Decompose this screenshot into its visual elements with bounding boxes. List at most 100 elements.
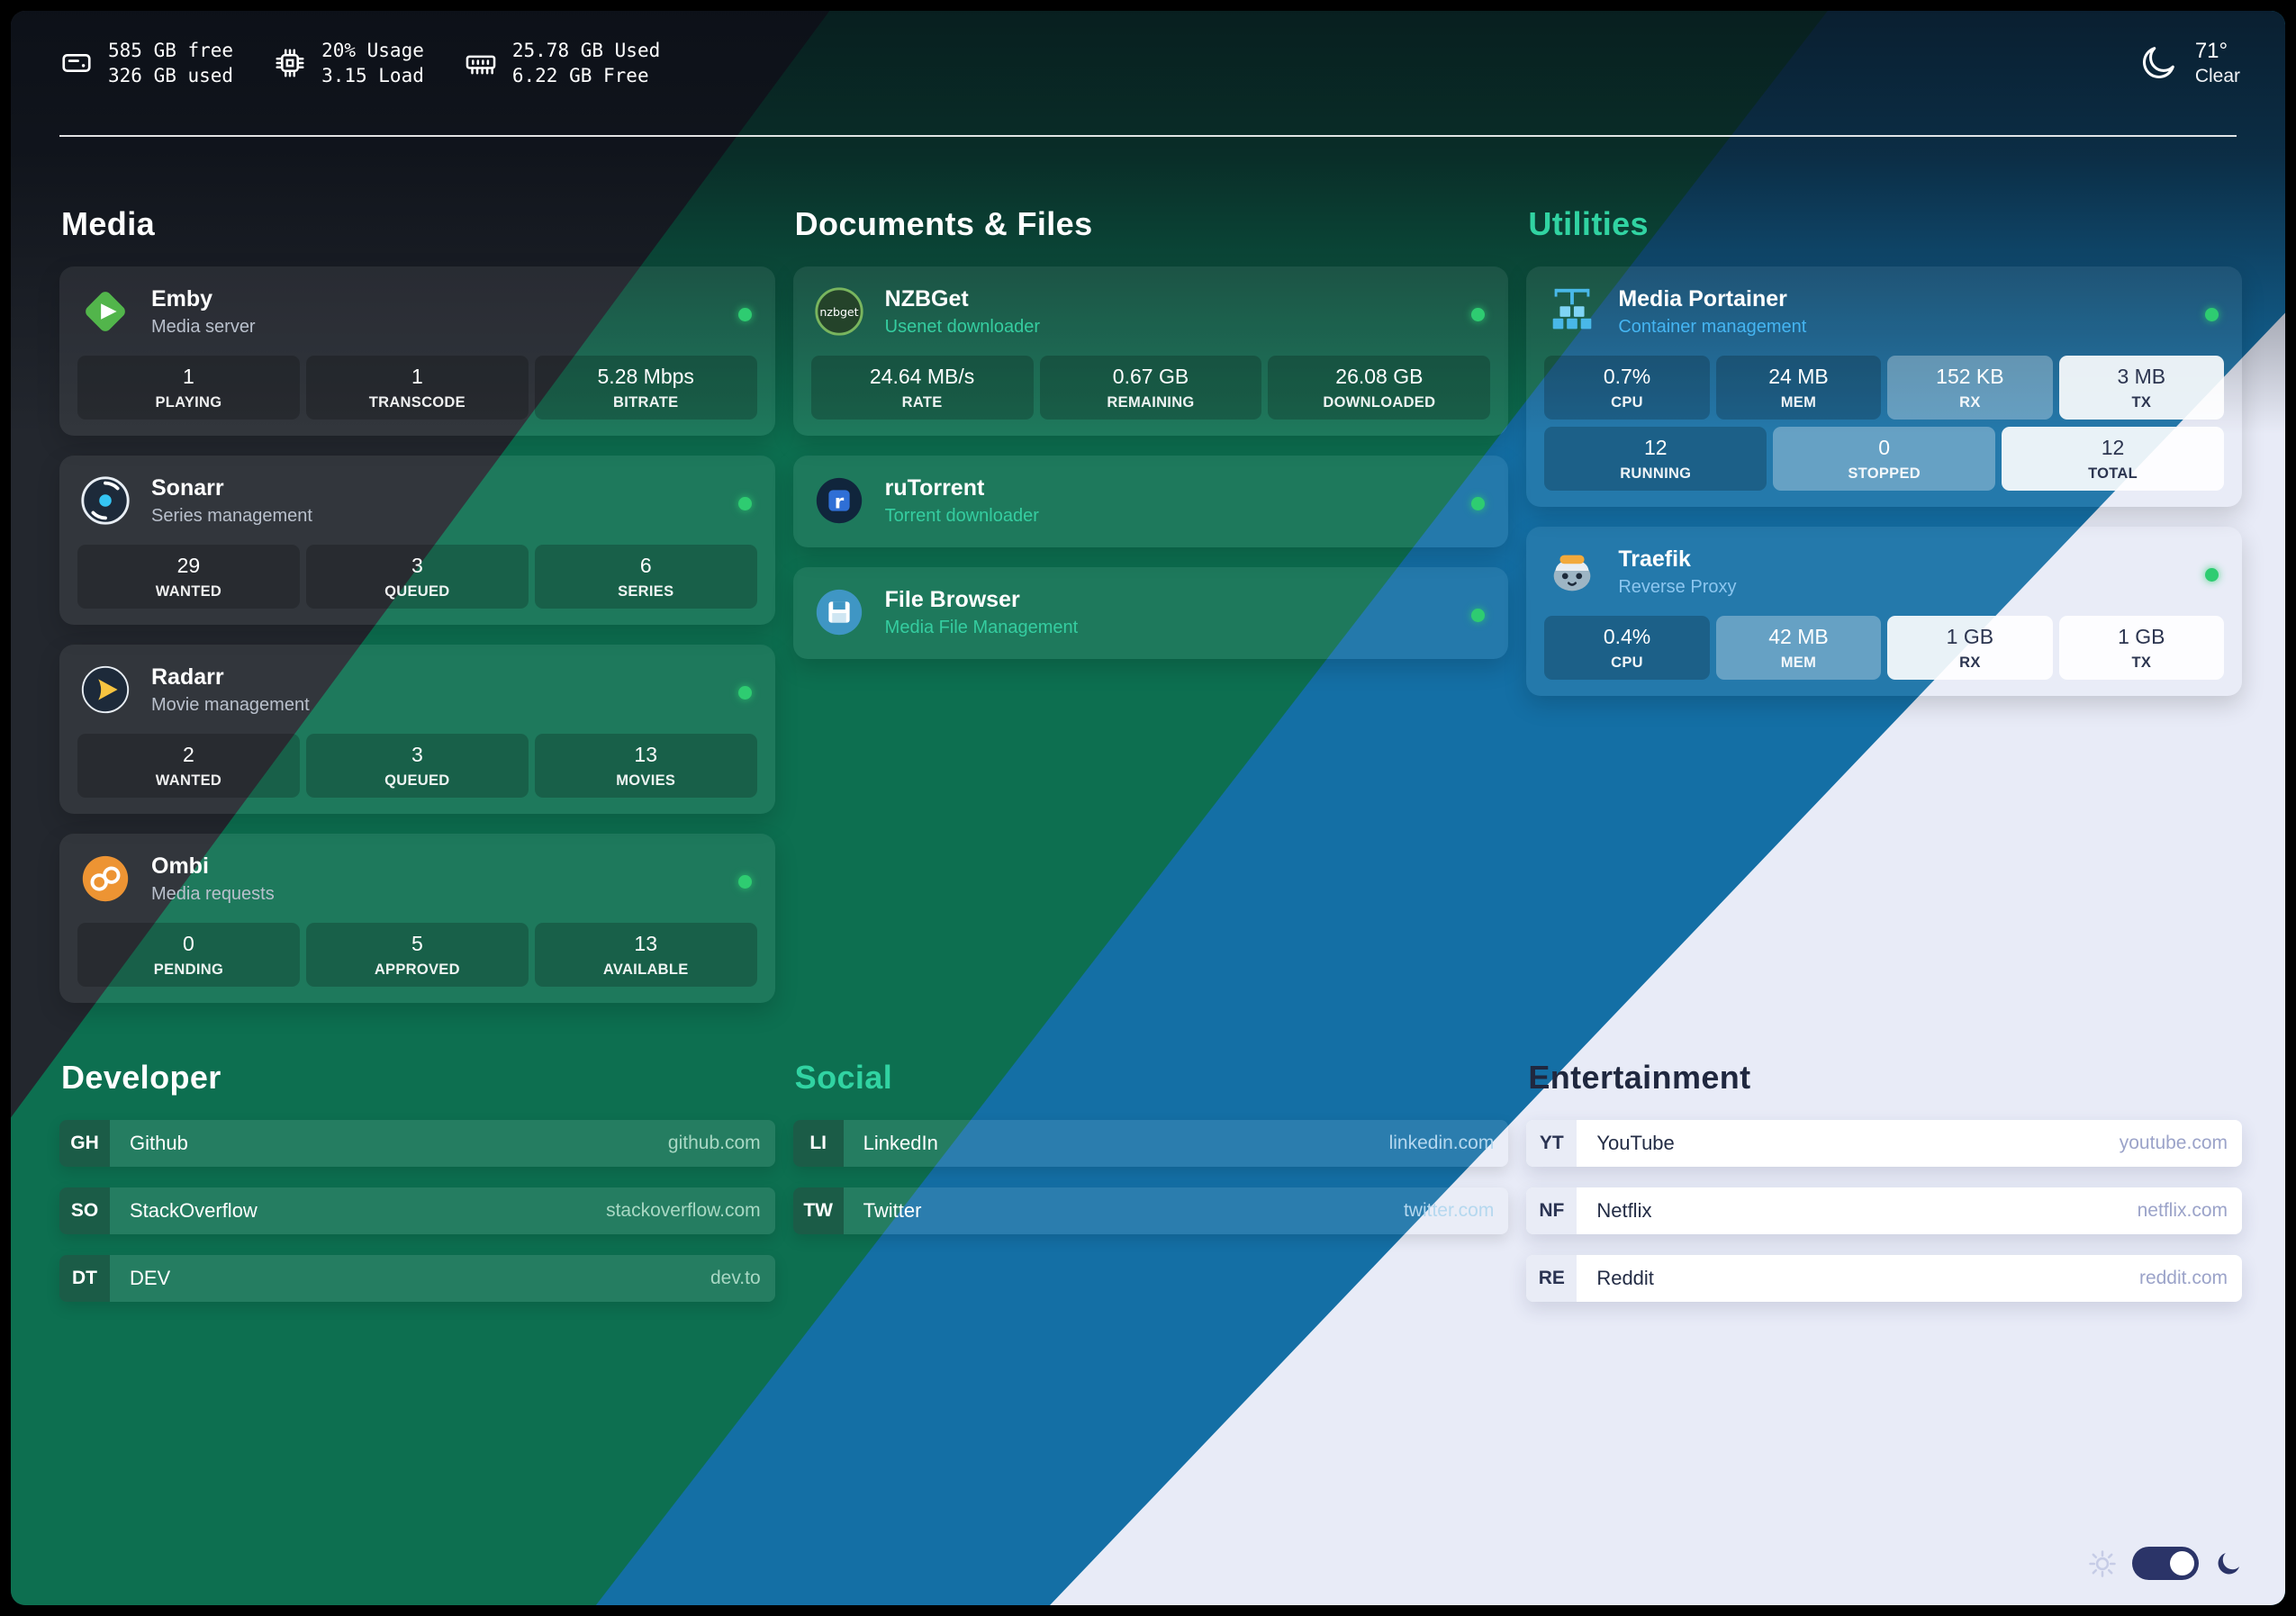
app-name: Media Portainer xyxy=(1618,285,1787,311)
stat-running: 12 RUNNING xyxy=(1544,427,1767,491)
app-name: File Browser xyxy=(884,586,1020,612)
app-subtitle: Container management xyxy=(1618,316,1807,337)
stat-available: 13 AVAILABLE xyxy=(534,923,757,987)
app-subtitle: Torrent downloader xyxy=(884,505,1039,526)
app-name: ruTorrent xyxy=(884,474,985,501)
moon-icon xyxy=(2213,1548,2244,1579)
stat-playing: 1 PLAYING xyxy=(77,356,300,420)
bookmark-github[interactable]: GH Github github.com xyxy=(59,1120,775,1167)
svg-text:r: r xyxy=(834,492,844,514)
disk-used-text: 326 GB used xyxy=(108,65,234,86)
app-subtitle: Media File Management xyxy=(884,617,1079,637)
stat-series: 6 SERIES xyxy=(534,545,757,609)
app-card-emby[interactable]: Emby Media server 1 PLAYING 1 TRANSCODE xyxy=(59,266,775,436)
bookmark-linkedin[interactable]: LI LinkedIn linkedin.com xyxy=(792,1120,1509,1167)
section-developer: Developer GH Github github.com SO StackO… xyxy=(59,1059,775,1323)
stat-downloaded: 26.08 GB DOWNLOADED xyxy=(1268,356,1491,420)
status-dot xyxy=(737,686,752,700)
status-dot xyxy=(2205,308,2219,321)
rutorrent-icon: r xyxy=(811,473,867,528)
app-card-traefik[interactable]: Traefik Reverse Proxy 0.4% CPU 42 MB MEM xyxy=(1526,527,2242,696)
filebrowser-icon xyxy=(811,584,867,640)
status-dot xyxy=(737,497,752,510)
stat-rx: 152 KB RX xyxy=(1887,356,2053,420)
emby-icon xyxy=(77,284,133,339)
app-card-radarr[interactable]: Radarr Movie management 2 WANTED 3 QUEUE… xyxy=(59,645,775,814)
bookmark-url: twitter.com xyxy=(1403,1200,1495,1221)
stat-tx: 3 MB TX xyxy=(2058,356,2225,420)
cpu-stats: 20% Usage 3.15 Load xyxy=(273,38,424,88)
nzbget-icon-label: nzbget xyxy=(819,305,858,319)
app-name: NZBGet xyxy=(884,285,969,311)
section-title-developer: Developer xyxy=(61,1059,221,1096)
header-divider xyxy=(59,135,2237,137)
bookmark-tag: YT xyxy=(1526,1120,1577,1167)
bookmark-name: StackOverflow xyxy=(130,1199,258,1222)
bookmark-stackoverflow[interactable]: SO StackOverflow stackoverflow.com xyxy=(59,1187,775,1234)
nzbget-icon: nzbget xyxy=(811,284,867,339)
section-title-utilities: Utilities xyxy=(1528,205,1649,242)
traefik-icon xyxy=(1544,544,1600,600)
stat-cpu: 0.7% CPU xyxy=(1544,356,1710,420)
section-title-media: Media xyxy=(61,205,156,242)
section-media: Media Emby Media server xyxy=(59,205,775,1023)
bookmark-url: dev.to xyxy=(710,1268,761,1288)
app-name: Emby xyxy=(151,285,213,311)
bookmark-youtube[interactable]: YT YouTube youtube.com xyxy=(1526,1120,2242,1167)
stat-cpu: 0.4% CPU xyxy=(1544,616,1710,680)
bookmark-twitter[interactable]: TW Twitter twitter.com xyxy=(792,1187,1509,1234)
app-subtitle: Movie management xyxy=(151,694,310,715)
switch-knob xyxy=(2170,1551,2194,1575)
bookmark-name: Twitter xyxy=(863,1199,922,1222)
cpu-load-text: 3.15 Load xyxy=(321,65,424,86)
app-name: Traefik xyxy=(1618,546,1691,572)
bookmark-tag: RE xyxy=(1526,1255,1577,1302)
stat-rx: 1 GB RX xyxy=(1887,616,2053,680)
app-subtitle: Reverse Proxy xyxy=(1618,576,1737,597)
status-dot xyxy=(2205,568,2219,582)
bookmark-name: YouTube xyxy=(1596,1132,1675,1154)
status-dot xyxy=(1471,497,1486,510)
sonarr-icon xyxy=(77,473,133,528)
section-title-social: Social xyxy=(794,1059,893,1096)
stat-mem: 42 MB MEM xyxy=(1715,616,1882,680)
stat-pending: 0 PENDING xyxy=(77,923,300,987)
weather-widget: 71° Clear xyxy=(2138,38,2240,88)
moon-weather-icon xyxy=(2138,42,2179,84)
bookmark-reddit[interactable]: RE Reddit reddit.com xyxy=(1526,1255,2242,1302)
app-subtitle: Usenet downloader xyxy=(884,316,1040,337)
bookmark-netflix[interactable]: NF Netflix netflix.com xyxy=(1526,1187,2242,1234)
bookmark-tag: LI xyxy=(792,1120,844,1167)
disk-free-text: 585 GB free xyxy=(108,40,234,61)
theme-switch[interactable] xyxy=(2132,1547,2199,1580)
bookmark-dev[interactable]: DT DEV dev.to xyxy=(59,1255,775,1302)
weather-condition: Clear xyxy=(2194,66,2240,86)
app-card-portainer[interactable]: Media Portainer Container management 0.7… xyxy=(1526,266,2242,507)
stat-total: 12 TOTAL xyxy=(2002,427,2224,491)
bookmark-name: DEV xyxy=(130,1267,171,1289)
app-card-filebrowser[interactable]: File Browser Media File Management xyxy=(792,567,1509,659)
app-card-ombi[interactable]: Ombi Media requests 0 PENDING 5 APPROVED xyxy=(59,834,775,1003)
bookmark-tag: DT xyxy=(59,1255,110,1302)
disk-stats: 585 GB free 326 GB used xyxy=(59,38,233,88)
bookmark-name: Netflix xyxy=(1596,1199,1652,1222)
stat-transcode: 1 TRANSCODE xyxy=(305,356,529,420)
bookmark-tag: SO xyxy=(59,1187,110,1234)
bookmark-tag: GH xyxy=(59,1120,110,1167)
app-card-sonarr[interactable]: Sonarr Series management 29 WANTED 3 QUE… xyxy=(59,456,775,625)
section-social: Social LI LinkedIn linkedin.com TW Twitt… xyxy=(792,1059,1509,1255)
stat-wanted: 29 WANTED xyxy=(77,545,300,609)
stat-stopped: 0 STOPPED xyxy=(1773,427,1996,491)
dashboard-screen: 585 GB free 326 GB used 20% Usage 3.15 L… xyxy=(11,11,2285,1605)
bookmark-url: github.com xyxy=(667,1133,761,1153)
section-title-entertainment: Entertainment xyxy=(1528,1059,1751,1096)
bookmark-name: Github xyxy=(130,1132,188,1154)
app-card-nzbget[interactable]: nzbget NZBGet Usenet downloader 24.64 MB… xyxy=(792,266,1509,436)
ram-used-text: 25.78 GB Used xyxy=(511,40,661,61)
system-bar: 585 GB free 326 GB used 20% Usage 3.15 L… xyxy=(11,11,2285,112)
app-card-rutorrent[interactable]: r ruTorrent Torrent downloader xyxy=(792,456,1509,547)
top-shade-overlay xyxy=(11,11,2285,434)
ram-icon xyxy=(464,46,498,80)
app-subtitle: Media requests xyxy=(151,883,275,904)
section-documents: Documents & Files nzbget NZBGet Usenet xyxy=(792,205,1509,679)
